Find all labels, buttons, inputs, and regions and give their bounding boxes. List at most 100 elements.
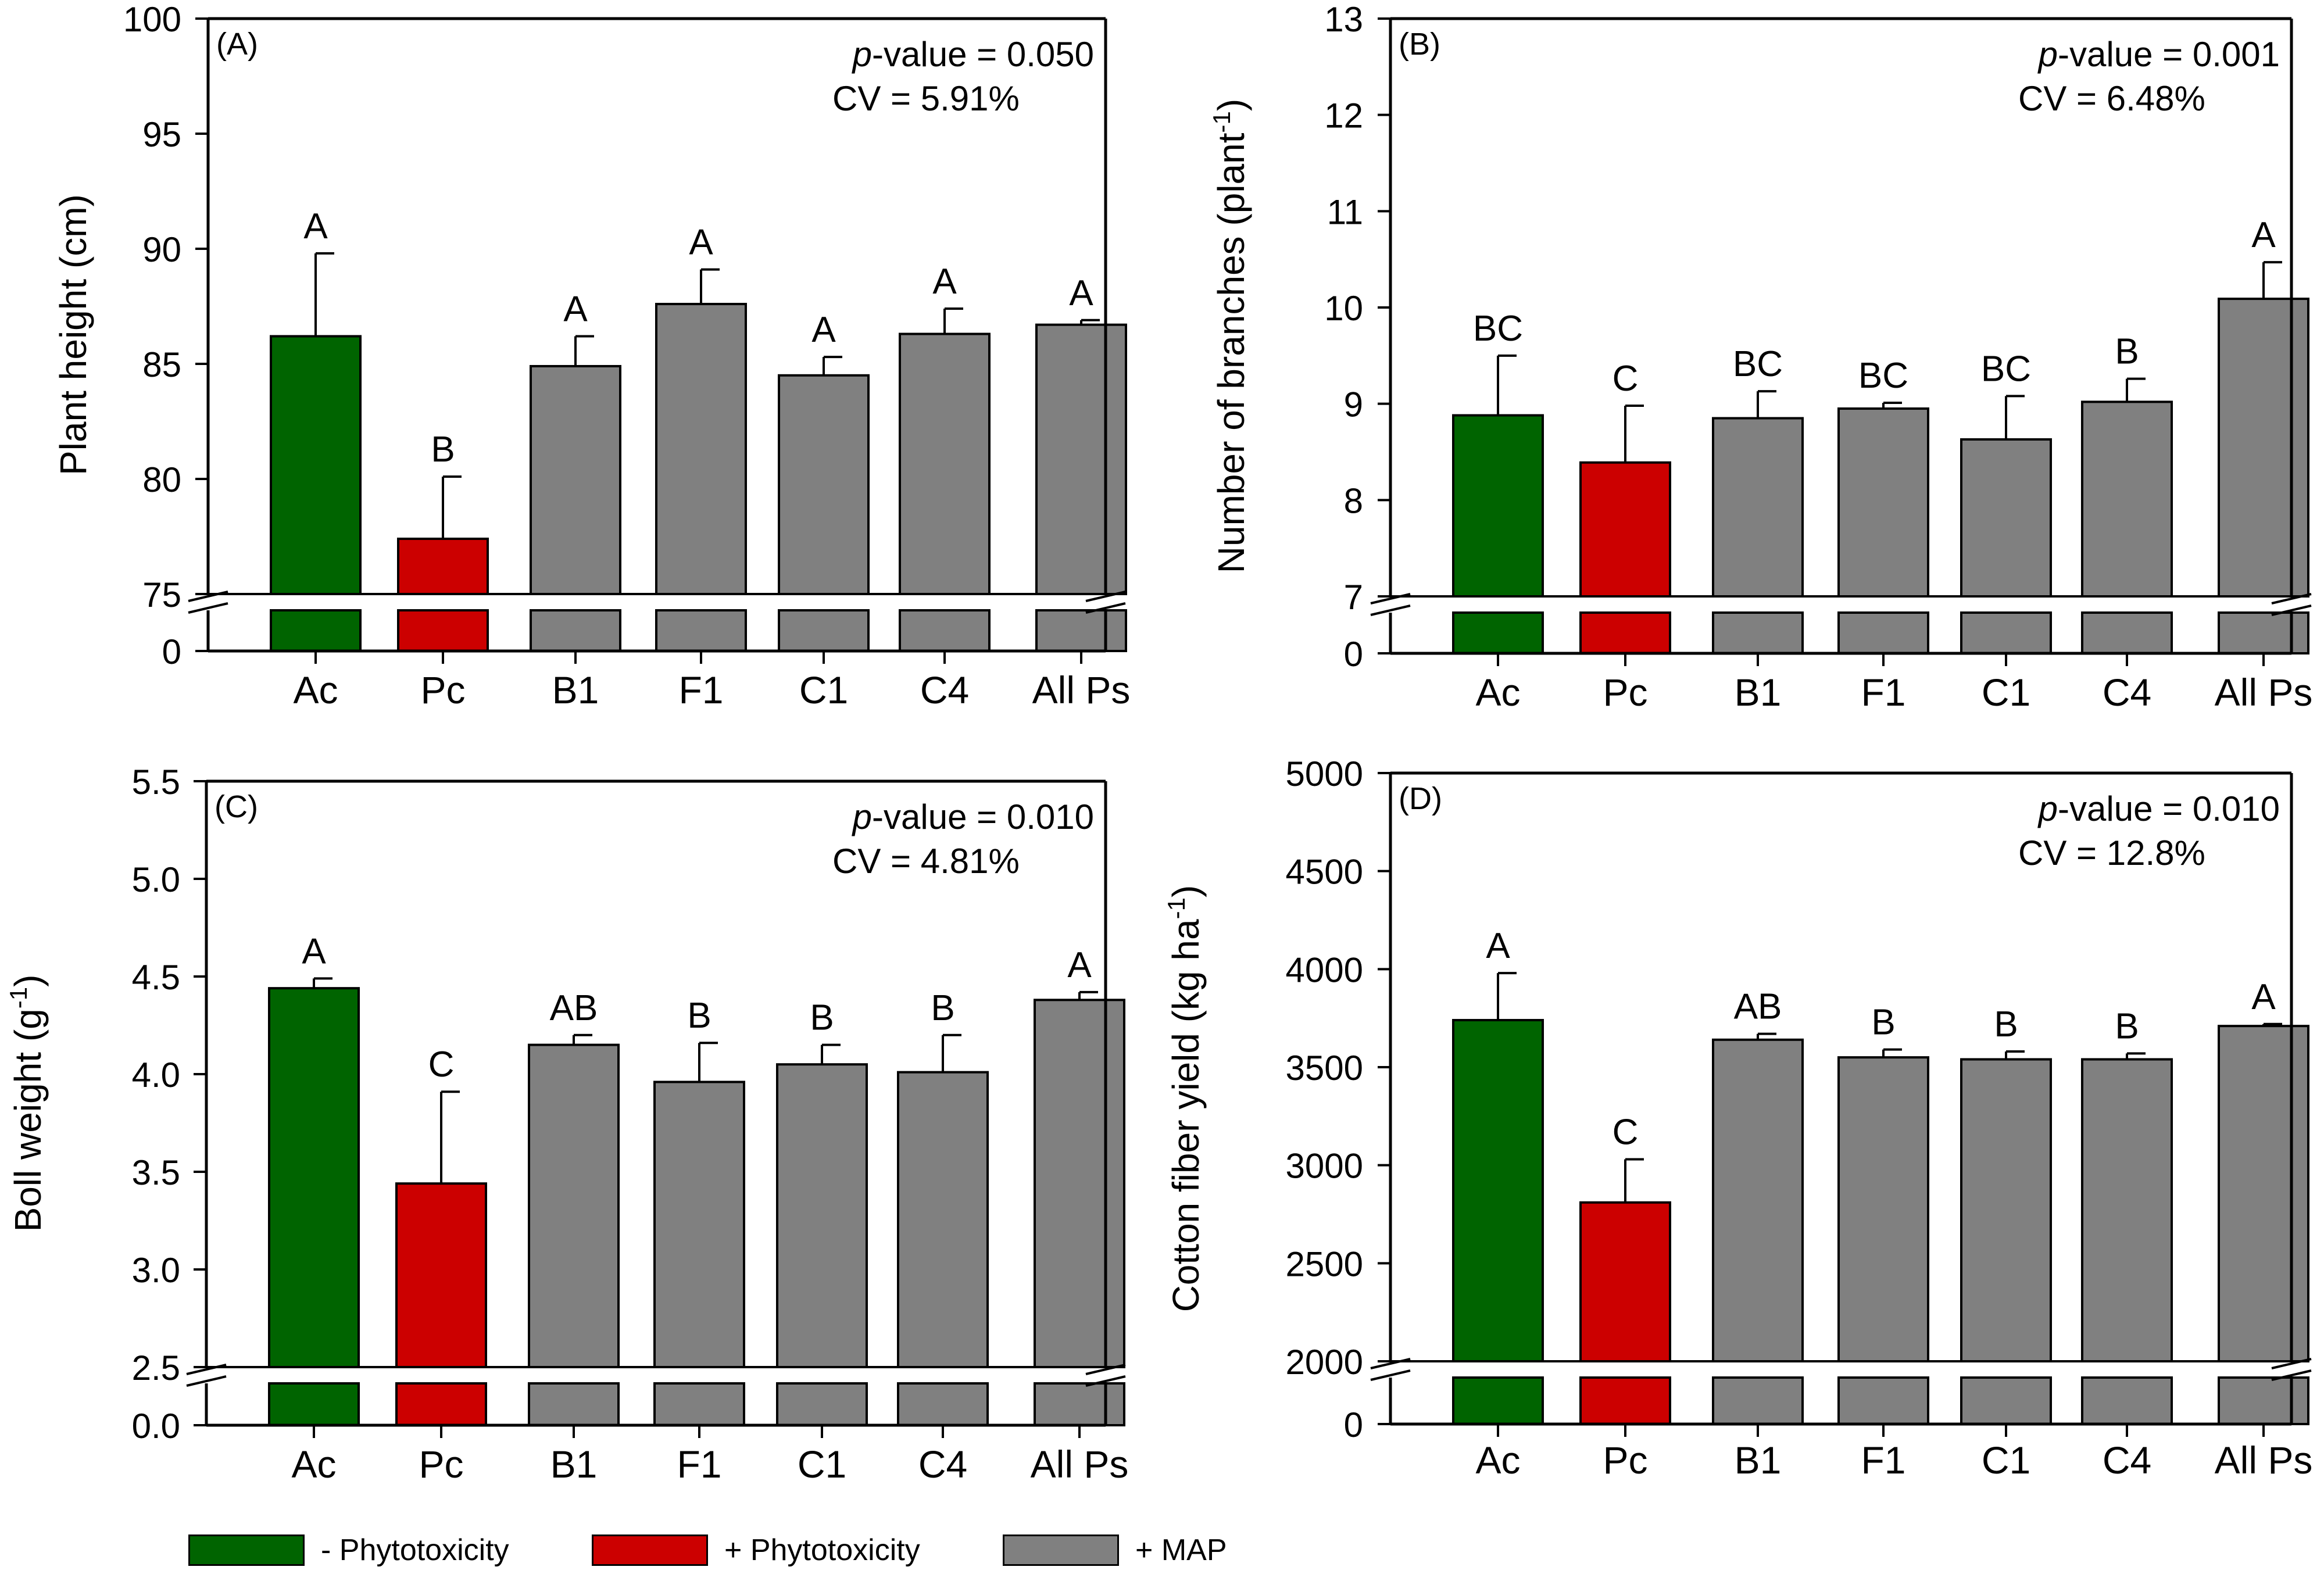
axis-break-mark: [2271, 1358, 2312, 1369]
y-axis-title-superscript: -1: [5, 987, 32, 1008]
significance-letter: A: [932, 262, 957, 302]
significance-letter: A: [302, 931, 326, 971]
significance-letter: A: [1486, 926, 1510, 966]
y-axis-title: Boll weight (g-1): [5, 975, 49, 1232]
significance-letter: B: [810, 998, 834, 1038]
axis-break-mark: [186, 1375, 227, 1387]
y-tick-label: 2.5: [132, 1348, 180, 1387]
bar-B1: [1712, 1038, 1804, 1362]
bar-C1: [778, 374, 870, 595]
bar-F1: [1837, 407, 1929, 598]
axis-break-mark: [2271, 1369, 2312, 1381]
bar-lower-B1: [1712, 611, 1804, 654]
bar-C4: [899, 332, 991, 596]
y-tick-label: 85: [142, 345, 181, 384]
category-label: B1: [1735, 671, 1782, 714]
significance-letter: B: [931, 988, 954, 1028]
chart-panel-1: A Ac B Pc A B1 A F1 A C1 A C4 A All Ps 75 80 85 90 95 100 0 P…: [52, 0, 1130, 711]
category-label: Ac: [293, 668, 338, 711]
category-label: F1: [678, 668, 723, 711]
significance-letter: BC: [1981, 349, 2031, 389]
y-tick-label: 3.0: [132, 1251, 180, 1290]
category-label: Ac: [291, 1443, 336, 1486]
chart-panel-2: BC Ac C Pc BC B1 BC F1 BC C1 B C4 A All Ps 7 8 9 10 11 12 13…: [1208, 0, 2312, 714]
bar-lower-B1: [1712, 1376, 1804, 1425]
panel-label: (B): [1399, 27, 1440, 62]
axis-break-mark: [1085, 591, 1126, 602]
significance-letter: A: [811, 310, 836, 350]
axis-break-mark: [2271, 593, 2312, 604]
y-tick-label: 12: [1324, 96, 1363, 135]
axis-break-mark: [1370, 593, 1411, 604]
p-value-italic-p: p: [852, 797, 872, 836]
category-label: C1: [798, 1443, 846, 1486]
bar-lower-B1: [528, 1382, 620, 1426]
significance-letter: B: [687, 996, 711, 1036]
bar-lower-Ac: [270, 609, 362, 652]
bar-lower-Pc: [1579, 611, 1671, 654]
category-label: F1: [1861, 671, 1905, 714]
significance-letter: AB: [550, 988, 598, 1028]
axis-break-mark: [188, 602, 228, 614]
p-value-annotation: p-value = 0.010: [2037, 789, 2280, 828]
y-tick-label: 0: [1344, 1405, 1363, 1444]
y-axis-title-text: Cotton fiber yield (kg ha: [1165, 919, 1207, 1312]
p-value-text: -value = 0.010: [2058, 789, 2280, 828]
bar-Ac: [1452, 1019, 1544, 1363]
y-tick-label: 5.5: [132, 763, 180, 802]
bar-All Ps: [2218, 298, 2309, 598]
bar-F1: [653, 1081, 745, 1368]
bar-B1: [1712, 417, 1804, 598]
bar-Pc: [395, 1182, 487, 1369]
bar-C4: [897, 1071, 989, 1368]
category-label: C4: [918, 1443, 967, 1486]
legend-swatch-minus-phytotoxicity: [188, 1535, 305, 1566]
category-label: C1: [1982, 671, 2030, 714]
bar-C4: [2081, 1058, 2173, 1363]
bar-lower-All Ps: [2218, 1376, 2309, 1425]
category-label: C4: [2103, 671, 2151, 714]
bar-F1: [655, 303, 747, 595]
y-axis-title-suffix: ): [1210, 99, 1252, 111]
axis-break-mark: [1370, 1358, 1411, 1369]
bar-lower-B1: [530, 609, 621, 652]
y-tick-label: 5000: [1286, 754, 1363, 793]
y-tick-label: 4500: [1286, 853, 1363, 892]
bar-lower-C1: [1960, 1376, 2052, 1425]
bar-lower-Pc: [397, 609, 489, 652]
bar-Ac: [1452, 414, 1544, 598]
significance-letter: C: [1613, 359, 1639, 399]
cv-annotation: CV = 4.81%: [832, 842, 1020, 881]
y-tick-label: 80: [142, 460, 181, 499]
y-tick-label: 2000: [1286, 1343, 1363, 1382]
y-tick-label: 2500: [1286, 1244, 1363, 1283]
y-tick-label: 8: [1344, 481, 1363, 520]
bar-lower-C4: [899, 609, 991, 652]
significance-letter: AB: [1734, 987, 1782, 1027]
category-label: Pc: [419, 1443, 463, 1486]
y-axis-title-text: Boll weight (g: [7, 1008, 49, 1232]
significance-letter: B: [1994, 1004, 2018, 1045]
axis-break-mark: [1085, 1364, 1126, 1375]
legend-item-plus-phytotoxicity: + Phytotoxicity: [592, 1530, 920, 1571]
axis-break-mark: [1370, 1369, 1411, 1381]
y-tick-label: 3.5: [132, 1153, 180, 1192]
p-value-annotation: p-value = 0.050: [852, 35, 1094, 74]
significance-letter: B: [2115, 1006, 2139, 1046]
p-value-annotation: p-value = 0.001: [2037, 35, 2280, 74]
legend-item-map: + MAP: [1003, 1530, 1227, 1571]
bar-lower-F1: [653, 1382, 745, 1426]
significance-letter: BC: [1733, 344, 1783, 384]
y-tick-label: 0: [162, 632, 181, 671]
legend-label-map: + MAP: [1135, 1533, 1227, 1567]
significance-letter: A: [1069, 273, 1093, 313]
y-tick-label: 11: [1327, 192, 1363, 231]
legend-swatch-plus-phytotoxicity: [592, 1535, 708, 1566]
category-label: Pc: [1603, 671, 1647, 714]
y-tick-label: 3500: [1286, 1049, 1363, 1088]
legend-label-plus-phytotoxicity: + Phytotoxicity: [724, 1533, 920, 1567]
category-label: All Ps: [1031, 1443, 1129, 1486]
bar-lower-All Ps: [2218, 611, 2309, 654]
axis-break-mark: [1370, 604, 1411, 616]
